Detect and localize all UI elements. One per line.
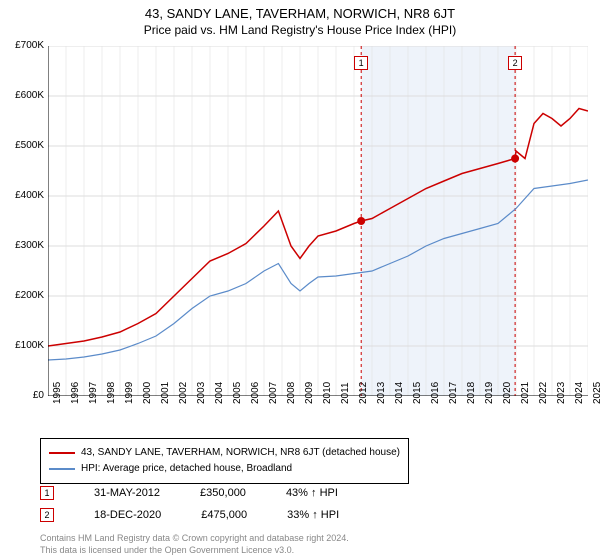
- x-tick-label: 2012: [358, 382, 369, 404]
- sale-row-2: 2 18-DEC-2020 £475,000 33% ↑ HPI: [40, 508, 339, 522]
- sale-row-1: 1 31-MAY-2012 £350,000 43% ↑ HPI: [40, 486, 338, 500]
- x-tick-label: 1998: [106, 382, 117, 404]
- y-tick-label: £500K: [15, 140, 44, 151]
- x-tick-label: 1997: [88, 382, 99, 404]
- x-tick-label: 2008: [286, 382, 297, 404]
- y-tick-label: £200K: [15, 290, 44, 301]
- y-tick-label: £300K: [15, 240, 44, 251]
- x-tick-label: 2021: [520, 382, 531, 404]
- sale-date-1: 31-MAY-2012: [94, 487, 160, 499]
- x-tick-label: 2016: [430, 382, 441, 404]
- chart-title-address: 43, SANDY LANE, TAVERHAM, NORWICH, NR8 6…: [0, 0, 600, 21]
- x-tick-label: 2014: [394, 382, 405, 404]
- x-tick-label: 2025: [592, 382, 600, 404]
- legend-item-hpi: HPI: Average price, detached house, Broa…: [49, 461, 400, 477]
- sale-delta-2: 33% ↑ HPI: [287, 509, 339, 521]
- chart-svg: [48, 46, 588, 396]
- x-tick-label: 2000: [142, 382, 153, 404]
- x-tick-label: 2010: [322, 382, 333, 404]
- legend-swatch-property: [49, 452, 75, 454]
- footer-attribution: Contains HM Land Registry data © Crown c…: [40, 532, 349, 556]
- chart-area: £0£100K£200K£300K£400K£500K£600K£700K199…: [48, 46, 588, 396]
- y-tick-label: £400K: [15, 190, 44, 201]
- legend-label-property: 43, SANDY LANE, TAVERHAM, NORWICH, NR8 6…: [81, 445, 400, 461]
- chart-container: 43, SANDY LANE, TAVERHAM, NORWICH, NR8 6…: [0, 0, 600, 560]
- x-tick-label: 2024: [574, 382, 585, 404]
- chart-marker-2: 2: [508, 56, 522, 70]
- x-tick-label: 2005: [232, 382, 243, 404]
- x-tick-label: 2022: [538, 382, 549, 404]
- x-tick-label: 2019: [484, 382, 495, 404]
- y-tick-label: £600K: [15, 90, 44, 101]
- x-tick-label: 1999: [124, 382, 135, 404]
- x-tick-label: 1995: [52, 382, 63, 404]
- sale-delta-1: 43% ↑ HPI: [286, 487, 338, 499]
- x-tick-label: 2002: [178, 382, 189, 404]
- x-tick-label: 2011: [340, 382, 351, 404]
- sale-marker-2: 2: [40, 508, 54, 522]
- x-tick-label: 2017: [448, 382, 459, 404]
- x-tick-label: 2020: [502, 382, 513, 404]
- y-tick-label: £100K: [15, 340, 44, 351]
- x-tick-label: 2013: [376, 382, 387, 404]
- sale-price-1: £350,000: [200, 487, 246, 499]
- y-tick-label: £0: [33, 390, 44, 401]
- y-tick-label: £700K: [15, 40, 44, 51]
- x-tick-label: 2004: [214, 382, 225, 404]
- chart-title-subtitle: Price paid vs. HM Land Registry's House …: [0, 21, 600, 37]
- x-tick-label: 2006: [250, 382, 261, 404]
- legend-swatch-hpi: [49, 468, 75, 470]
- legend-box: 43, SANDY LANE, TAVERHAM, NORWICH, NR8 6…: [40, 438, 409, 484]
- legend-item-property: 43, SANDY LANE, TAVERHAM, NORWICH, NR8 6…: [49, 445, 400, 461]
- sale-marker-1: 1: [40, 486, 54, 500]
- legend-label-hpi: HPI: Average price, detached house, Broa…: [81, 461, 292, 477]
- sale-price-2: £475,000: [201, 509, 247, 521]
- x-tick-label: 2003: [196, 382, 207, 404]
- x-tick-label: 2018: [466, 382, 477, 404]
- x-tick-label: 2001: [160, 382, 171, 404]
- x-tick-label: 2009: [304, 382, 315, 404]
- footer-line-1: Contains HM Land Registry data © Crown c…: [40, 532, 349, 544]
- x-tick-label: 2015: [412, 382, 423, 404]
- chart-marker-1: 1: [354, 56, 368, 70]
- x-tick-label: 2007: [268, 382, 279, 404]
- x-tick-label: 2023: [556, 382, 567, 404]
- sale-date-2: 18-DEC-2020: [94, 509, 161, 521]
- x-tick-label: 1996: [70, 382, 81, 404]
- footer-line-2: This data is licensed under the Open Gov…: [40, 544, 349, 556]
